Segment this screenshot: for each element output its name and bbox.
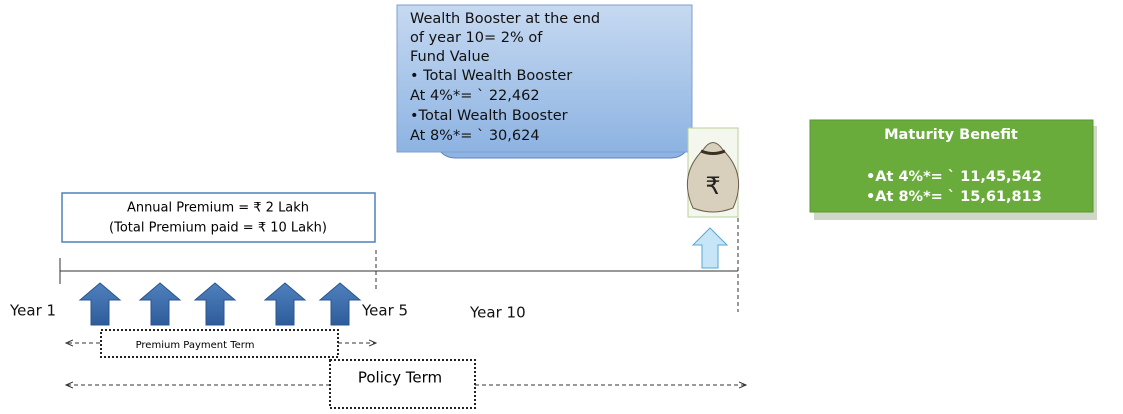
text-line: • Total Wealth Booster: [410, 68, 572, 84]
up-arrow: [320, 283, 360, 325]
policy-term: Policy Term: [358, 369, 442, 387]
premium-line: (Total Premium paid = ₹ 10 Lakh): [109, 221, 327, 236]
text-line: •At 4%*= ` 11,45,542: [866, 169, 1042, 185]
up-arrow: [265, 283, 305, 325]
year-label: Year 10: [469, 304, 526, 322]
text-line: of year 10= 2% of: [410, 30, 543, 46]
premium-arrows: [80, 283, 360, 325]
premium-payment-term: Premium Payment Term: [136, 340, 255, 351]
up-arrow: [80, 283, 120, 325]
text-line: Wealth Booster at the end: [410, 11, 600, 27]
year-label: Year 1: [9, 302, 56, 320]
text-line: Fund Value: [410, 49, 490, 65]
premium-line: Annual Premium = ₹ 2 Lakh: [127, 201, 309, 216]
booster-arrow: [693, 228, 727, 268]
text-line: •Total Wealth Booster: [410, 108, 568, 124]
year-label: Year 5: [361, 302, 408, 320]
diagram: Wealth Booster at the end of year 10= 2%…: [0, 0, 1123, 410]
up-arrow: [195, 283, 235, 325]
text-line: At 8%*= ` 30,624: [410, 128, 540, 144]
rupee-symbol: ₹: [705, 172, 720, 200]
page: Wealth Booster at the end of year 10= 2%…: [0, 0, 1123, 410]
up-arrow: [140, 283, 180, 325]
maturity-title: Maturity Benefit: [884, 127, 1018, 143]
text-line: •At 8%*= ` 15,61,813: [866, 189, 1042, 205]
text-line: At 4%*= ` 22,462: [410, 88, 540, 104]
year-labels: Year 1 Year 5 Year 10: [9, 302, 526, 322]
